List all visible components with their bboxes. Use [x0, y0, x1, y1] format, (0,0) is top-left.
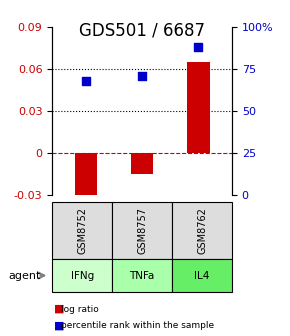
Point — [84, 78, 88, 83]
Bar — [131, 153, 153, 174]
Point — [140, 73, 144, 78]
Text: ■: ■ — [54, 321, 64, 331]
Text: TNFa: TNFa — [129, 270, 155, 281]
Text: IFNg: IFNg — [70, 270, 94, 281]
Text: log ratio: log ratio — [61, 305, 99, 313]
Bar — [187, 62, 210, 153]
Text: percentile rank within the sample: percentile rank within the sample — [61, 322, 214, 330]
Text: GDS501 / 6687: GDS501 / 6687 — [79, 22, 205, 40]
Text: GSM8757: GSM8757 — [137, 207, 147, 254]
Bar — [75, 153, 97, 199]
Text: GSM8762: GSM8762 — [197, 207, 207, 254]
Text: agent: agent — [9, 270, 41, 281]
Text: ■: ■ — [54, 304, 64, 314]
Text: IL4: IL4 — [194, 270, 210, 281]
Text: GSM8752: GSM8752 — [77, 207, 87, 254]
Point — [196, 44, 201, 50]
